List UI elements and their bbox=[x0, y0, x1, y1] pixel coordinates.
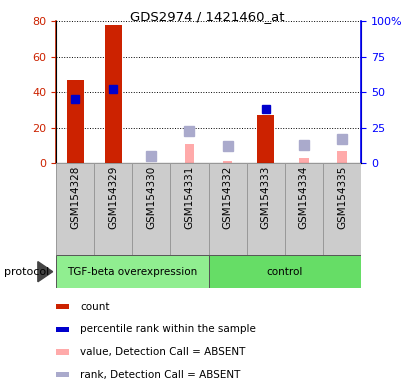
Text: control: control bbox=[266, 266, 303, 277]
Bar bbox=[299, 158, 309, 163]
Text: GSM154335: GSM154335 bbox=[337, 166, 347, 229]
Bar bbox=[209, 163, 247, 255]
Text: value, Detection Call = ABSENT: value, Detection Call = ABSENT bbox=[80, 347, 246, 357]
Text: rank, Detection Call = ABSENT: rank, Detection Call = ABSENT bbox=[80, 369, 241, 380]
Text: GSM154333: GSM154333 bbox=[261, 166, 271, 229]
Bar bbox=[247, 163, 285, 255]
Bar bbox=[56, 327, 69, 332]
Text: count: count bbox=[80, 302, 110, 312]
Bar bbox=[209, 255, 361, 288]
Text: GDS2974 / 1421460_at: GDS2974 / 1421460_at bbox=[130, 10, 285, 23]
Text: GSM154334: GSM154334 bbox=[299, 166, 309, 229]
Bar bbox=[285, 163, 323, 255]
Bar bbox=[56, 349, 69, 354]
Bar bbox=[132, 163, 171, 255]
Text: GSM154329: GSM154329 bbox=[108, 166, 118, 229]
Bar bbox=[56, 304, 69, 310]
Bar bbox=[171, 163, 209, 255]
Text: TGF-beta overexpression: TGF-beta overexpression bbox=[67, 266, 198, 277]
Bar bbox=[66, 80, 84, 163]
Bar bbox=[257, 115, 274, 163]
Bar bbox=[337, 151, 347, 163]
Bar bbox=[223, 161, 232, 163]
Bar bbox=[56, 255, 209, 288]
Text: protocol: protocol bbox=[4, 266, 49, 277]
Bar bbox=[323, 163, 361, 255]
Text: percentile rank within the sample: percentile rank within the sample bbox=[80, 324, 256, 334]
Bar bbox=[56, 372, 69, 377]
Polygon shape bbox=[38, 262, 53, 282]
Bar bbox=[185, 144, 194, 163]
Text: GSM154332: GSM154332 bbox=[222, 166, 232, 229]
Bar bbox=[94, 163, 132, 255]
Text: GSM154331: GSM154331 bbox=[185, 166, 195, 229]
Bar bbox=[105, 25, 122, 163]
Text: GSM154330: GSM154330 bbox=[146, 166, 156, 229]
Bar bbox=[56, 163, 94, 255]
Text: GSM154328: GSM154328 bbox=[70, 166, 80, 229]
